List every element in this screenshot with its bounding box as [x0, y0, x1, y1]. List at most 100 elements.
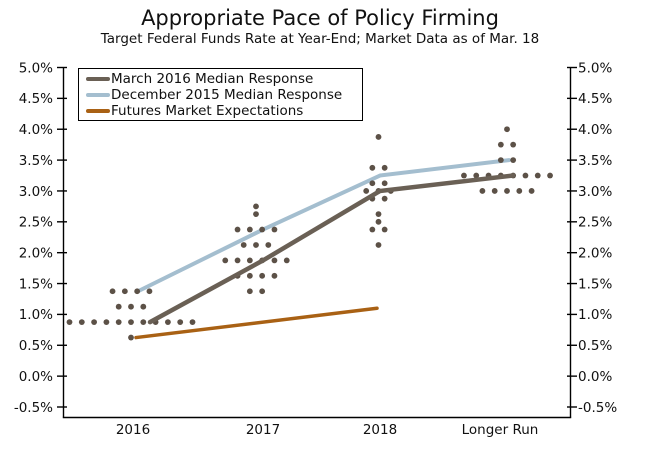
y-tick-label-right: 0.0%	[578, 369, 612, 385]
projection-dot	[375, 211, 382, 218]
y-tick-label-right: 2.5%	[578, 215, 612, 231]
projection-dot	[128, 319, 134, 326]
y-tick-label-left: 1.0%	[19, 307, 53, 323]
legend-line-swatch	[86, 76, 110, 82]
legend-item-0: March 2016 Median Response	[86, 71, 358, 87]
chart-legend: March 2016 Median Response December 2015 …	[78, 68, 363, 121]
legend-line-swatch	[86, 108, 110, 114]
y-tick-label-right: 3.0%	[578, 184, 612, 200]
projection-dot	[115, 303, 122, 310]
projection-dot	[246, 257, 253, 264]
y-tick-label-left: 2.0%	[19, 245, 53, 261]
projection-dot	[497, 157, 504, 163]
projection-dot	[522, 172, 529, 179]
projection-dot	[246, 226, 253, 233]
projection-dot	[375, 242, 382, 248]
y-tick-label-left: 5.0%	[19, 60, 53, 76]
projection-dot	[375, 134, 382, 140]
y-tick-label-left: 0.5%	[19, 338, 53, 354]
series-line-1	[136, 158, 511, 294]
projection-dot	[381, 195, 388, 202]
series-line-2	[134, 306, 379, 340]
projection-dot	[497, 141, 504, 148]
projection-dot	[510, 141, 517, 148]
projection-dot	[222, 257, 229, 264]
legend-item-label: December 2015 Median Response	[111, 87, 343, 103]
projection-dot	[479, 188, 486, 194]
projection-dot	[240, 242, 247, 248]
projection-dot	[109, 288, 116, 295]
projection-dot	[103, 319, 110, 326]
projection-dot	[128, 303, 134, 310]
projection-dot	[177, 319, 184, 326]
x-tick-label: 2018	[363, 422, 397, 438]
projection-dot	[491, 188, 498, 194]
projection-dot	[121, 288, 128, 295]
projection-dot	[516, 188, 523, 194]
projection-dot	[363, 188, 370, 194]
y-tick-label-left: 4.0%	[19, 122, 53, 138]
y-tick-label-left: 0.0%	[19, 369, 53, 385]
projection-dot	[528, 188, 535, 194]
projection-dot	[283, 257, 290, 264]
projection-dot	[253, 242, 259, 248]
projection-dot	[547, 172, 553, 179]
projection-dot	[369, 164, 376, 171]
y-tick-label-right: 0.5%	[578, 338, 612, 354]
projection-dot	[381, 164, 388, 171]
chart-subtitle: Target Federal Funds Rate at Year-End; M…	[100, 31, 540, 47]
projection-dot	[128, 334, 134, 341]
projection-dot	[246, 272, 253, 279]
legend-item-2: Futures Market Expectations	[86, 103, 358, 119]
y-tick-label-right: 1.0%	[578, 307, 612, 323]
projection-dot	[510, 157, 517, 163]
projection-dot	[165, 319, 171, 326]
projection-dot	[381, 180, 388, 187]
y-tick-label-right: 4.5%	[578, 91, 612, 107]
projection-dot	[66, 319, 73, 326]
legend-item-1: December 2015 Median Response	[86, 87, 358, 103]
projection-dot	[259, 226, 266, 233]
y-tick-label-left: 2.5%	[19, 215, 53, 231]
y-tick-label-left: 4.5%	[19, 91, 53, 107]
legend-item-label: March 2016 Median Response	[111, 71, 314, 87]
projection-dot	[259, 288, 266, 295]
projection-dot	[115, 319, 122, 326]
projection-dot	[189, 319, 196, 326]
projection-dot	[369, 226, 376, 233]
projection-dot	[234, 257, 241, 264]
projection-dot	[140, 303, 147, 310]
projection-dot	[253, 211, 259, 218]
x-tick-label: 2016	[116, 422, 150, 438]
projection-dot	[271, 226, 278, 233]
projection-dot	[140, 319, 147, 326]
projection-dot	[246, 288, 253, 295]
legend-line-swatch	[86, 92, 110, 98]
projection-dot	[271, 272, 278, 279]
y-tick-label-right: 3.5%	[578, 153, 612, 169]
projection-dot	[271, 257, 278, 264]
projection-dot	[381, 226, 388, 233]
projection-dot	[78, 319, 85, 326]
projection-dot	[369, 180, 376, 187]
projection-dot	[259, 272, 266, 279]
y-tick-label-right: 5.0%	[578, 60, 612, 76]
y-tick-label-left: -0.5%	[14, 400, 53, 416]
series-line-0	[147, 173, 516, 325]
y-tick-label-right: 2.0%	[578, 245, 612, 261]
y-tick-label-left: 1.5%	[19, 276, 53, 292]
projection-dot	[134, 288, 141, 295]
projection-dot	[234, 226, 241, 233]
projection-dot	[253, 203, 259, 210]
y-tick-label-right: 1.5%	[578, 276, 612, 292]
projection-dot	[461, 172, 467, 179]
y-tick-label-right: -0.5%	[578, 400, 617, 416]
projection-dot	[473, 172, 480, 179]
x-tick-label: 2017	[246, 422, 280, 438]
legend-item-label: Futures Market Expectations	[111, 103, 304, 119]
projection-dot	[146, 288, 153, 295]
projection-dot	[504, 126, 510, 133]
projection-dot	[504, 188, 510, 194]
